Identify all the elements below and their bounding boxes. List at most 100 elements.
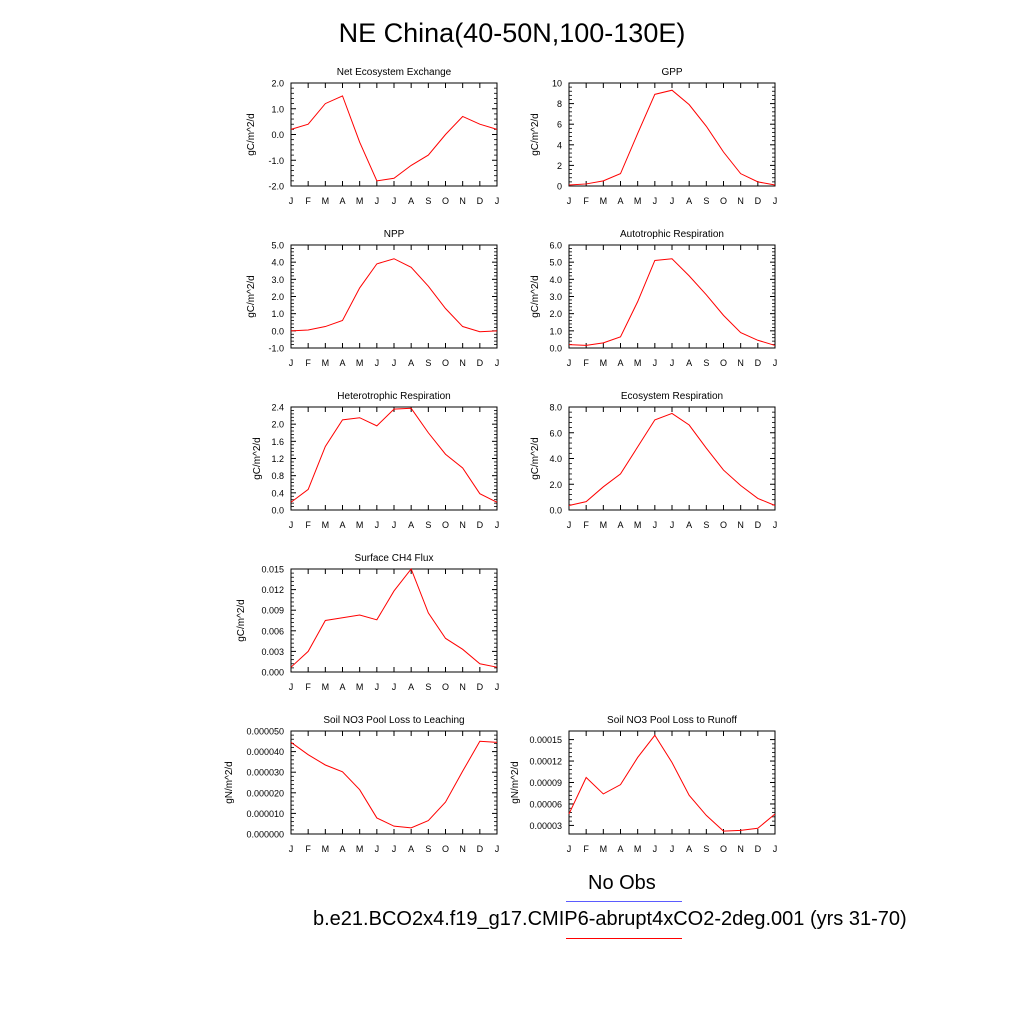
plot-frame (568, 406, 776, 511)
x-tick-label: J (567, 358, 572, 368)
x-tick-label: A (408, 520, 414, 530)
x-tick-label: J (495, 358, 500, 368)
y-tick-label: 2.0 (271, 292, 284, 302)
y-tick-label: 0.000040 (246, 747, 284, 757)
y-tick-label: 2.0 (549, 480, 562, 490)
x-tick-label: D (477, 358, 484, 368)
plot-frame (290, 406, 498, 511)
x-tick-label: M (356, 196, 364, 206)
x-tick-label: O (720, 844, 727, 854)
series-line (290, 568, 498, 668)
y-tick-label: 4 (557, 140, 562, 150)
x-tick-label: J (773, 196, 778, 206)
panel-title: Net Ecosystem Exchange (337, 67, 452, 78)
x-tick-label: M (634, 520, 642, 530)
x-tick-label: O (442, 844, 449, 854)
series-line (290, 740, 498, 829)
x-tick-label: O (442, 196, 449, 206)
x-tick-label: M (600, 358, 608, 368)
legend-label-model-run: b.e21.BCO2x4.f19_g17.CMIP6-abrupt4xCO2-2… (313, 908, 907, 930)
y-axis-label: gN/m^2/d (224, 761, 235, 804)
x-tick-label: A (686, 358, 692, 368)
x-tick-label: F (305, 844, 311, 854)
y-tick-label: 2.0 (271, 420, 284, 430)
y-tick-label: 1.0 (549, 326, 562, 336)
y-tick-label: 1.2 (271, 454, 284, 464)
y-tick-label: 5.0 (549, 258, 562, 268)
y-tick-label: 4.0 (271, 258, 284, 268)
y-tick-label: 2.4 (271, 403, 284, 413)
x-tick-label: S (703, 358, 709, 368)
x-tick-label: F (583, 358, 589, 368)
x-tick-label: D (477, 520, 484, 530)
y-tick-label: 10 (552, 79, 562, 89)
x-tick-label: M (600, 844, 608, 854)
x-tick-label: J (289, 682, 294, 692)
y-tick-label: 0.00003 (529, 821, 562, 831)
x-tick-label: N (737, 844, 744, 854)
plot-frame (568, 244, 776, 349)
y-tick-label: 0.0 (549, 506, 562, 516)
x-tick-label: M (322, 682, 330, 692)
panel-title: GPP (661, 67, 682, 78)
y-tick-label: 0.000020 (246, 788, 284, 798)
y-tick-label: 0.015 (261, 565, 284, 575)
x-tick-label: M (634, 358, 642, 368)
series-line (290, 95, 498, 182)
x-tick-label: A (686, 520, 692, 530)
x-tick-label: J (773, 358, 778, 368)
x-tick-label: S (425, 682, 431, 692)
x-tick-label: J (670, 520, 675, 530)
x-tick-label: J (653, 844, 658, 854)
x-tick-label: F (305, 520, 311, 530)
y-tick-label: 0.009 (261, 606, 284, 616)
y-axis-label: gC/m^2/d (530, 275, 541, 318)
y-tick-label: 0.4 (271, 488, 284, 498)
x-tick-label: J (495, 844, 500, 854)
x-tick-label: J (653, 196, 658, 206)
x-tick-label: N (459, 682, 466, 692)
x-tick-label: F (305, 196, 311, 206)
x-tick-label: M (600, 520, 608, 530)
figure-title: NE China(40-50N,100-130E) (338, 18, 686, 48)
x-tick-label: A (617, 520, 623, 530)
x-tick-label: M (356, 682, 364, 692)
x-tick-label: D (477, 844, 484, 854)
x-tick-label: J (375, 844, 380, 854)
x-tick-label: N (737, 520, 744, 530)
y-axis-label: gC/m^2/d (530, 113, 541, 156)
legend-line-no-obs (566, 901, 682, 902)
y-tick-label: 0.000000 (246, 830, 284, 840)
series-line (568, 734, 776, 832)
y-tick-label: 4.0 (549, 454, 562, 464)
series-line (290, 407, 498, 503)
x-tick-label: S (425, 520, 431, 530)
y-tick-label: 1.0 (271, 104, 284, 114)
x-tick-label: J (392, 520, 397, 530)
x-tick-label: N (737, 358, 744, 368)
plot-frame (568, 730, 776, 835)
x-tick-label: A (408, 196, 414, 206)
y-tick-label: 0.000030 (246, 768, 284, 778)
x-tick-label: J (375, 196, 380, 206)
y-tick-label: 6.0 (549, 428, 562, 438)
x-tick-label: N (459, 520, 466, 530)
x-tick-label: J (289, 196, 294, 206)
x-tick-label: M (356, 844, 364, 854)
x-tick-label: J (289, 844, 294, 854)
y-tick-label: 0.000010 (246, 809, 284, 819)
y-tick-label: 1.0 (271, 309, 284, 319)
y-tick-label: 8.0 (549, 403, 562, 413)
x-tick-label: O (720, 520, 727, 530)
x-tick-label: A (408, 682, 414, 692)
x-tick-label: J (392, 196, 397, 206)
x-tick-label: N (737, 196, 744, 206)
x-tick-label: J (670, 844, 675, 854)
x-tick-label: A (339, 682, 345, 692)
x-tick-label: A (339, 520, 345, 530)
x-tick-label: M (600, 196, 608, 206)
x-tick-label: S (703, 844, 709, 854)
